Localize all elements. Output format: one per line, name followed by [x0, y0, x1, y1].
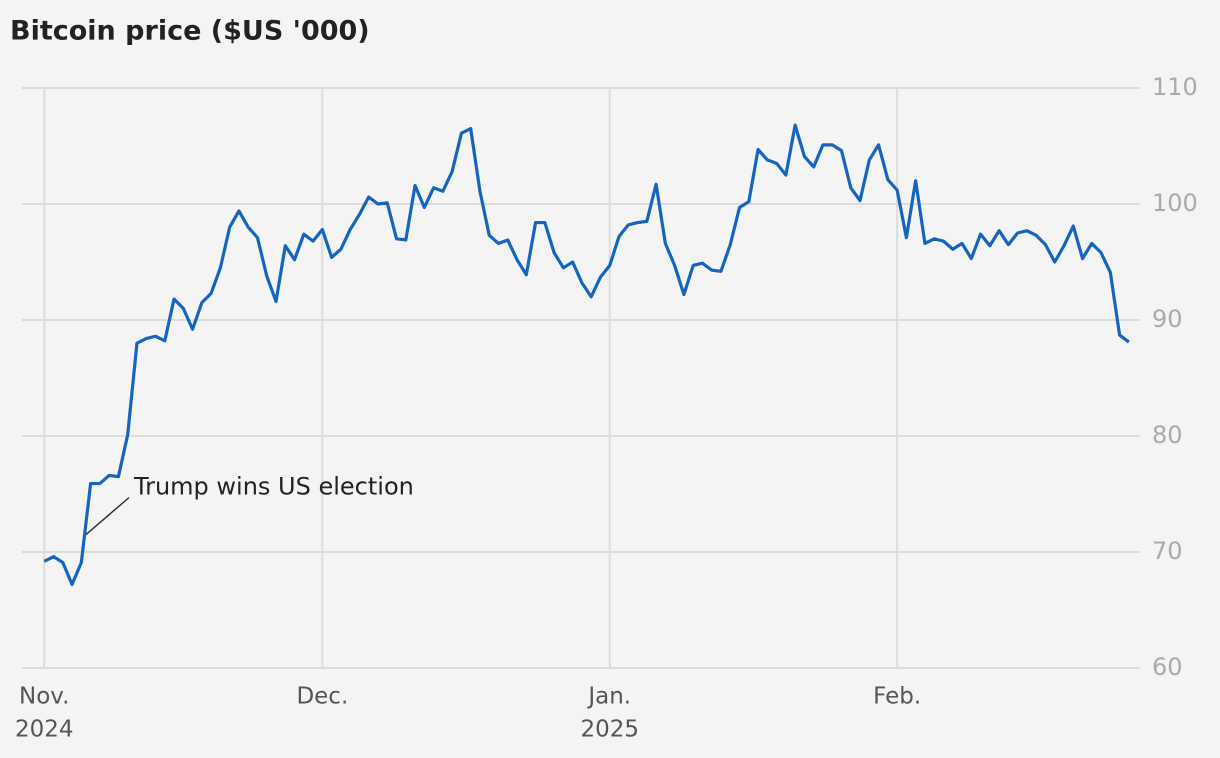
annotation-leader — [85, 497, 130, 536]
y-tick-label: 80 — [1152, 421, 1183, 449]
y-tick-label: 110 — [1152, 73, 1198, 101]
x-tick-sublabel: 2025 — [580, 717, 639, 743]
x-tick-sublabel: 2024 — [15, 717, 74, 743]
x-tick-label: Dec. — [296, 684, 348, 710]
x-tick-label: Feb. — [873, 684, 921, 710]
annotation: Trump wins US election — [133, 473, 414, 501]
y-tick-label: 70 — [1152, 537, 1183, 565]
chart-title: Bitcoin price ($US '000) — [10, 16, 370, 47]
price-line — [43, 123, 1130, 587]
y-tick-label: 90 — [1152, 305, 1183, 333]
x-tick-label: Jan. — [586, 684, 631, 710]
y-tick-label: 60 — [1152, 653, 1183, 681]
y-tick-label: 100 — [1152, 189, 1198, 217]
x-tick-label: Nov. — [19, 684, 69, 710]
